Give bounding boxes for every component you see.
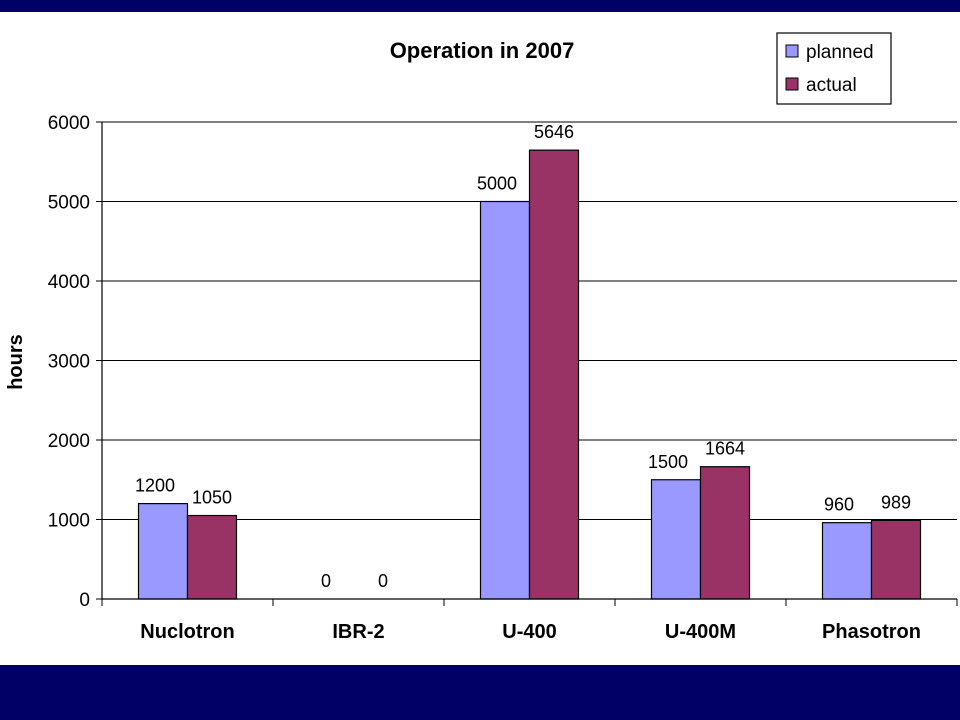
axes: [101, 122, 958, 606]
legend-swatch-planned: [785, 44, 799, 58]
bar-actual: [528, 149, 580, 600]
bottom-band: [0, 665, 960, 720]
legend: planned actual: [776, 32, 892, 105]
bar-planned: [821, 522, 873, 600]
bar-actual: [186, 514, 238, 600]
y-tick-label: 1000: [48, 511, 90, 532]
bar-planned: [479, 200, 531, 600]
bars: [137, 149, 922, 600]
data-label-actual: 1050: [192, 488, 232, 508]
category-label: U-400: [502, 621, 556, 643]
bar-planned: [650, 479, 702, 600]
legend-label-planned: planned: [806, 42, 874, 63]
category-label: Phasotron: [822, 621, 921, 643]
category-label: U-400M: [665, 621, 736, 643]
data-label-planned: 0: [321, 571, 331, 591]
data-label-planned: 1500: [648, 452, 688, 472]
y-tick-label: 5000: [48, 193, 90, 214]
y-tick-label: 2000: [48, 431, 90, 452]
y-tick-label: 6000: [48, 113, 90, 134]
data-label-planned: 960: [824, 495, 854, 515]
legend-label-actual: actual: [806, 75, 857, 96]
bar-planned: [137, 503, 189, 600]
data-label-actual: 0: [378, 571, 388, 591]
legend-swatch-actual: [785, 77, 799, 91]
category-label: Nuclotron: [140, 621, 234, 643]
category-label: IBR-2: [332, 621, 384, 643]
y-tick-label: 4000: [48, 272, 90, 293]
bar-actual: [870, 519, 922, 600]
bar-actual: [699, 466, 751, 600]
data-label-actual: 1664: [705, 439, 745, 459]
y-axis-label: hours: [5, 334, 27, 390]
chart-title: Operation in 2007: [390, 38, 575, 63]
y-tick-label: 0: [79, 590, 90, 611]
y-axis-ticks: 0 1000 2000 3000 4000 5000 6000: [48, 113, 102, 611]
bar-chart: Operation in 2007 hours 0 1000 2000 3000 400…: [5, 32, 958, 643]
category-labels: Nuclotron IBR-2 U-400 U-400M Phasotron: [140, 621, 921, 643]
data-label-planned: 1200: [135, 476, 175, 496]
data-label-actual: 5646: [534, 122, 574, 142]
top-band: [0, 0, 960, 12]
y-tick-label: 3000: [48, 352, 90, 373]
data-labels: 1200 1050 0 0 5000 5646 1500 1664 960 989: [135, 122, 911, 591]
data-label-planned: 5000: [477, 174, 517, 194]
data-label-actual: 989: [881, 492, 911, 512]
